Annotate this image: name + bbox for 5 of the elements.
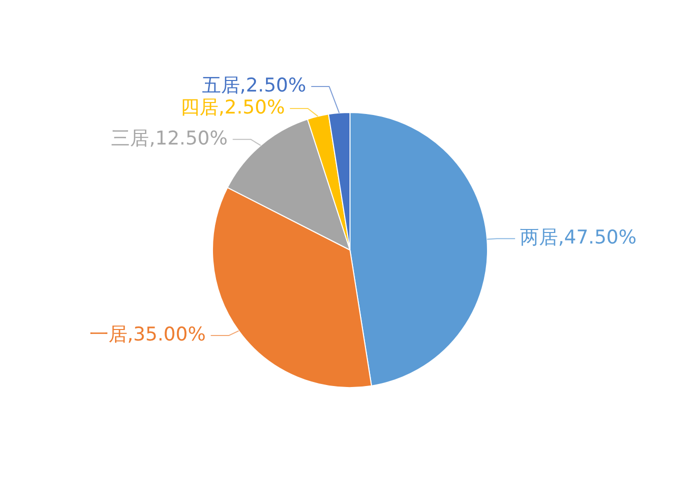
slice-label: 两居,47.50% bbox=[520, 226, 637, 249]
slice-label: 一居,35.00% bbox=[89, 323, 206, 346]
slice-label: 五居,2.50% bbox=[202, 74, 306, 96]
slice-label: 三居,12.50% bbox=[111, 127, 228, 150]
slice-label: 四居,2.50% bbox=[180, 96, 285, 118]
